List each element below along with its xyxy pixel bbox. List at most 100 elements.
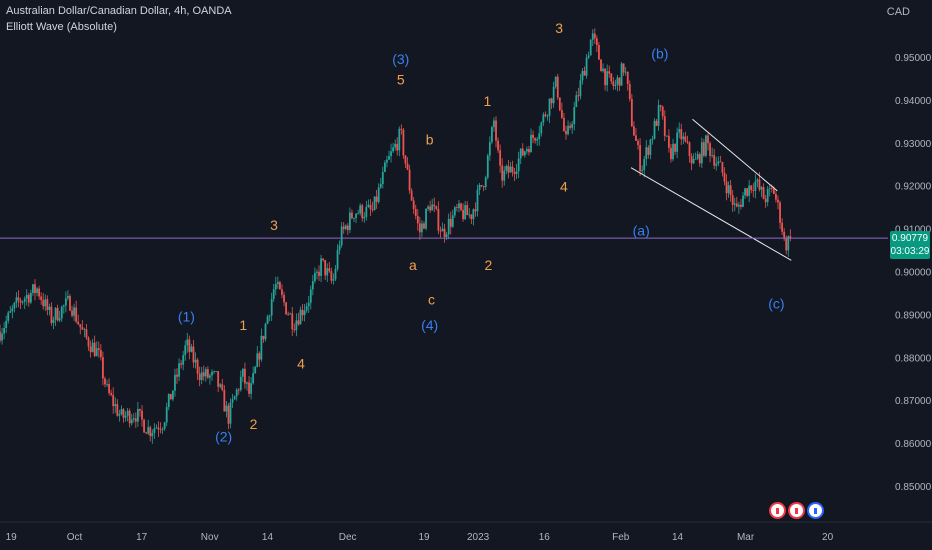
candle-body: [464, 205, 467, 220]
candle-body: [200, 372, 203, 381]
candle-body: [139, 408, 141, 411]
candle-body: [357, 213, 360, 214]
candle-body: [227, 405, 230, 424]
candle-body: [676, 132, 679, 152]
price-axis[interactable]: 0.85000 0.86000 0.87000 0.88000 0.89000 0.900…: [895, 53, 932, 493]
candle-body: [528, 148, 530, 153]
candle-body: [449, 218, 452, 227]
candle-body: [754, 181, 757, 191]
candle-body: [42, 300, 45, 307]
candle-body: [270, 298, 273, 316]
candle-body: [143, 419, 145, 433]
candle-body: [239, 376, 242, 390]
candle-body: [17, 297, 20, 301]
candle-body: [717, 161, 720, 164]
indicator-label[interactable]: Elliott Wave (Absolute): [6, 21, 117, 33]
candle-body: [332, 279, 335, 281]
candle-body: [130, 419, 133, 424]
candle-body: [480, 185, 483, 187]
candle-body: [79, 324, 82, 328]
candle-body: [287, 314, 290, 316]
candlestick-series: [0, 28, 792, 444]
candle-body: [34, 284, 36, 294]
candle-body: [577, 95, 580, 97]
time-tick-label: 17: [136, 532, 148, 543]
candle-body: [225, 405, 228, 412]
candle-body: [414, 208, 417, 217]
candle-body: [9, 311, 12, 313]
candle-body: [495, 120, 497, 141]
candle-body: [157, 427, 160, 430]
candle-body: [223, 389, 226, 412]
candle-body: [579, 80, 582, 97]
candle-body: [593, 33, 596, 39]
candle-body: [723, 172, 726, 182]
price-tick-label: 0.95000: [895, 53, 932, 64]
candle-body: [147, 427, 150, 434]
candle-body: [392, 147, 395, 152]
candle-body: [209, 375, 211, 378]
channel-trendline[interactable]: [630, 167, 792, 261]
candle-body: [102, 357, 104, 379]
candle-body: [659, 105, 662, 107]
time-tick-label: Feb: [612, 532, 630, 543]
candle-body: [789, 236, 792, 239]
candle-body: [328, 268, 331, 272]
candle-body: [132, 418, 135, 420]
candle-body: [215, 371, 218, 372]
candle-body: [21, 301, 24, 303]
elliott-wave-labels: (1) (2) (3) (4) (a) (b) (c) 1 2 3 4 5 a b c 1 2 3 4: [178, 20, 785, 445]
candle-body: [340, 226, 343, 246]
candle-body: [692, 159, 695, 164]
candle-body: [521, 148, 524, 156]
candle-body: [453, 207, 456, 216]
candle-body: [293, 329, 296, 331]
candle-body: [180, 363, 183, 365]
candle-body: [25, 294, 28, 299]
candle-body: [114, 404, 117, 407]
symbol-title[interactable]: Australian Dollar/Canadian Dollar, 4h, O…: [6, 5, 232, 17]
candle-body: [124, 415, 127, 418]
price-tick-label: 0.89000: [895, 310, 932, 321]
candle-body: [99, 349, 102, 358]
candle-body: [316, 271, 318, 273]
event-badge-icon[interactable]: [807, 502, 824, 519]
event-badge-icon[interactable]: [788, 502, 805, 519]
candle-body: [367, 204, 370, 207]
time-axis[interactable]: 19 Oct 17 Nov 14 Dec 19 2023 16 Feb 14 Mar 20: [6, 532, 834, 543]
candle-body: [655, 120, 658, 126]
candle-body: [672, 143, 674, 160]
candle-body: [67, 296, 69, 299]
candle-body: [758, 179, 761, 190]
candle-body: [169, 393, 172, 400]
wave-label: 5: [397, 71, 405, 87]
candle-body: [163, 422, 166, 429]
candle-body: [52, 319, 55, 323]
candle-body: [610, 73, 613, 82]
bar-countdown: 03:03:29: [890, 246, 930, 257]
candle-body: [87, 337, 90, 347]
candle-body: [149, 427, 152, 437]
candle-body: [176, 374, 178, 377]
candle-body: [725, 181, 728, 194]
candle-body: [112, 394, 115, 407]
candle-body: [81, 327, 84, 330]
candle-body: [746, 188, 749, 196]
channel-trendline[interactable]: [692, 118, 778, 192]
candle-body: [283, 294, 285, 303]
candle-body: [698, 154, 701, 164]
candle-body: [491, 127, 493, 143]
wave-label: 2: [250, 416, 258, 432]
candle-body: [120, 409, 123, 415]
event-badge-icon[interactable]: [769, 502, 786, 519]
candle-body: [244, 368, 246, 384]
candle-body: [256, 353, 259, 367]
wave-label: (c): [768, 296, 784, 312]
candle-body: [211, 371, 213, 376]
candle-body: [3, 328, 6, 334]
candle-body: [13, 302, 16, 309]
candle-body: [289, 313, 292, 315]
candle-body: [394, 143, 397, 148]
candle-body: [416, 216, 419, 224]
